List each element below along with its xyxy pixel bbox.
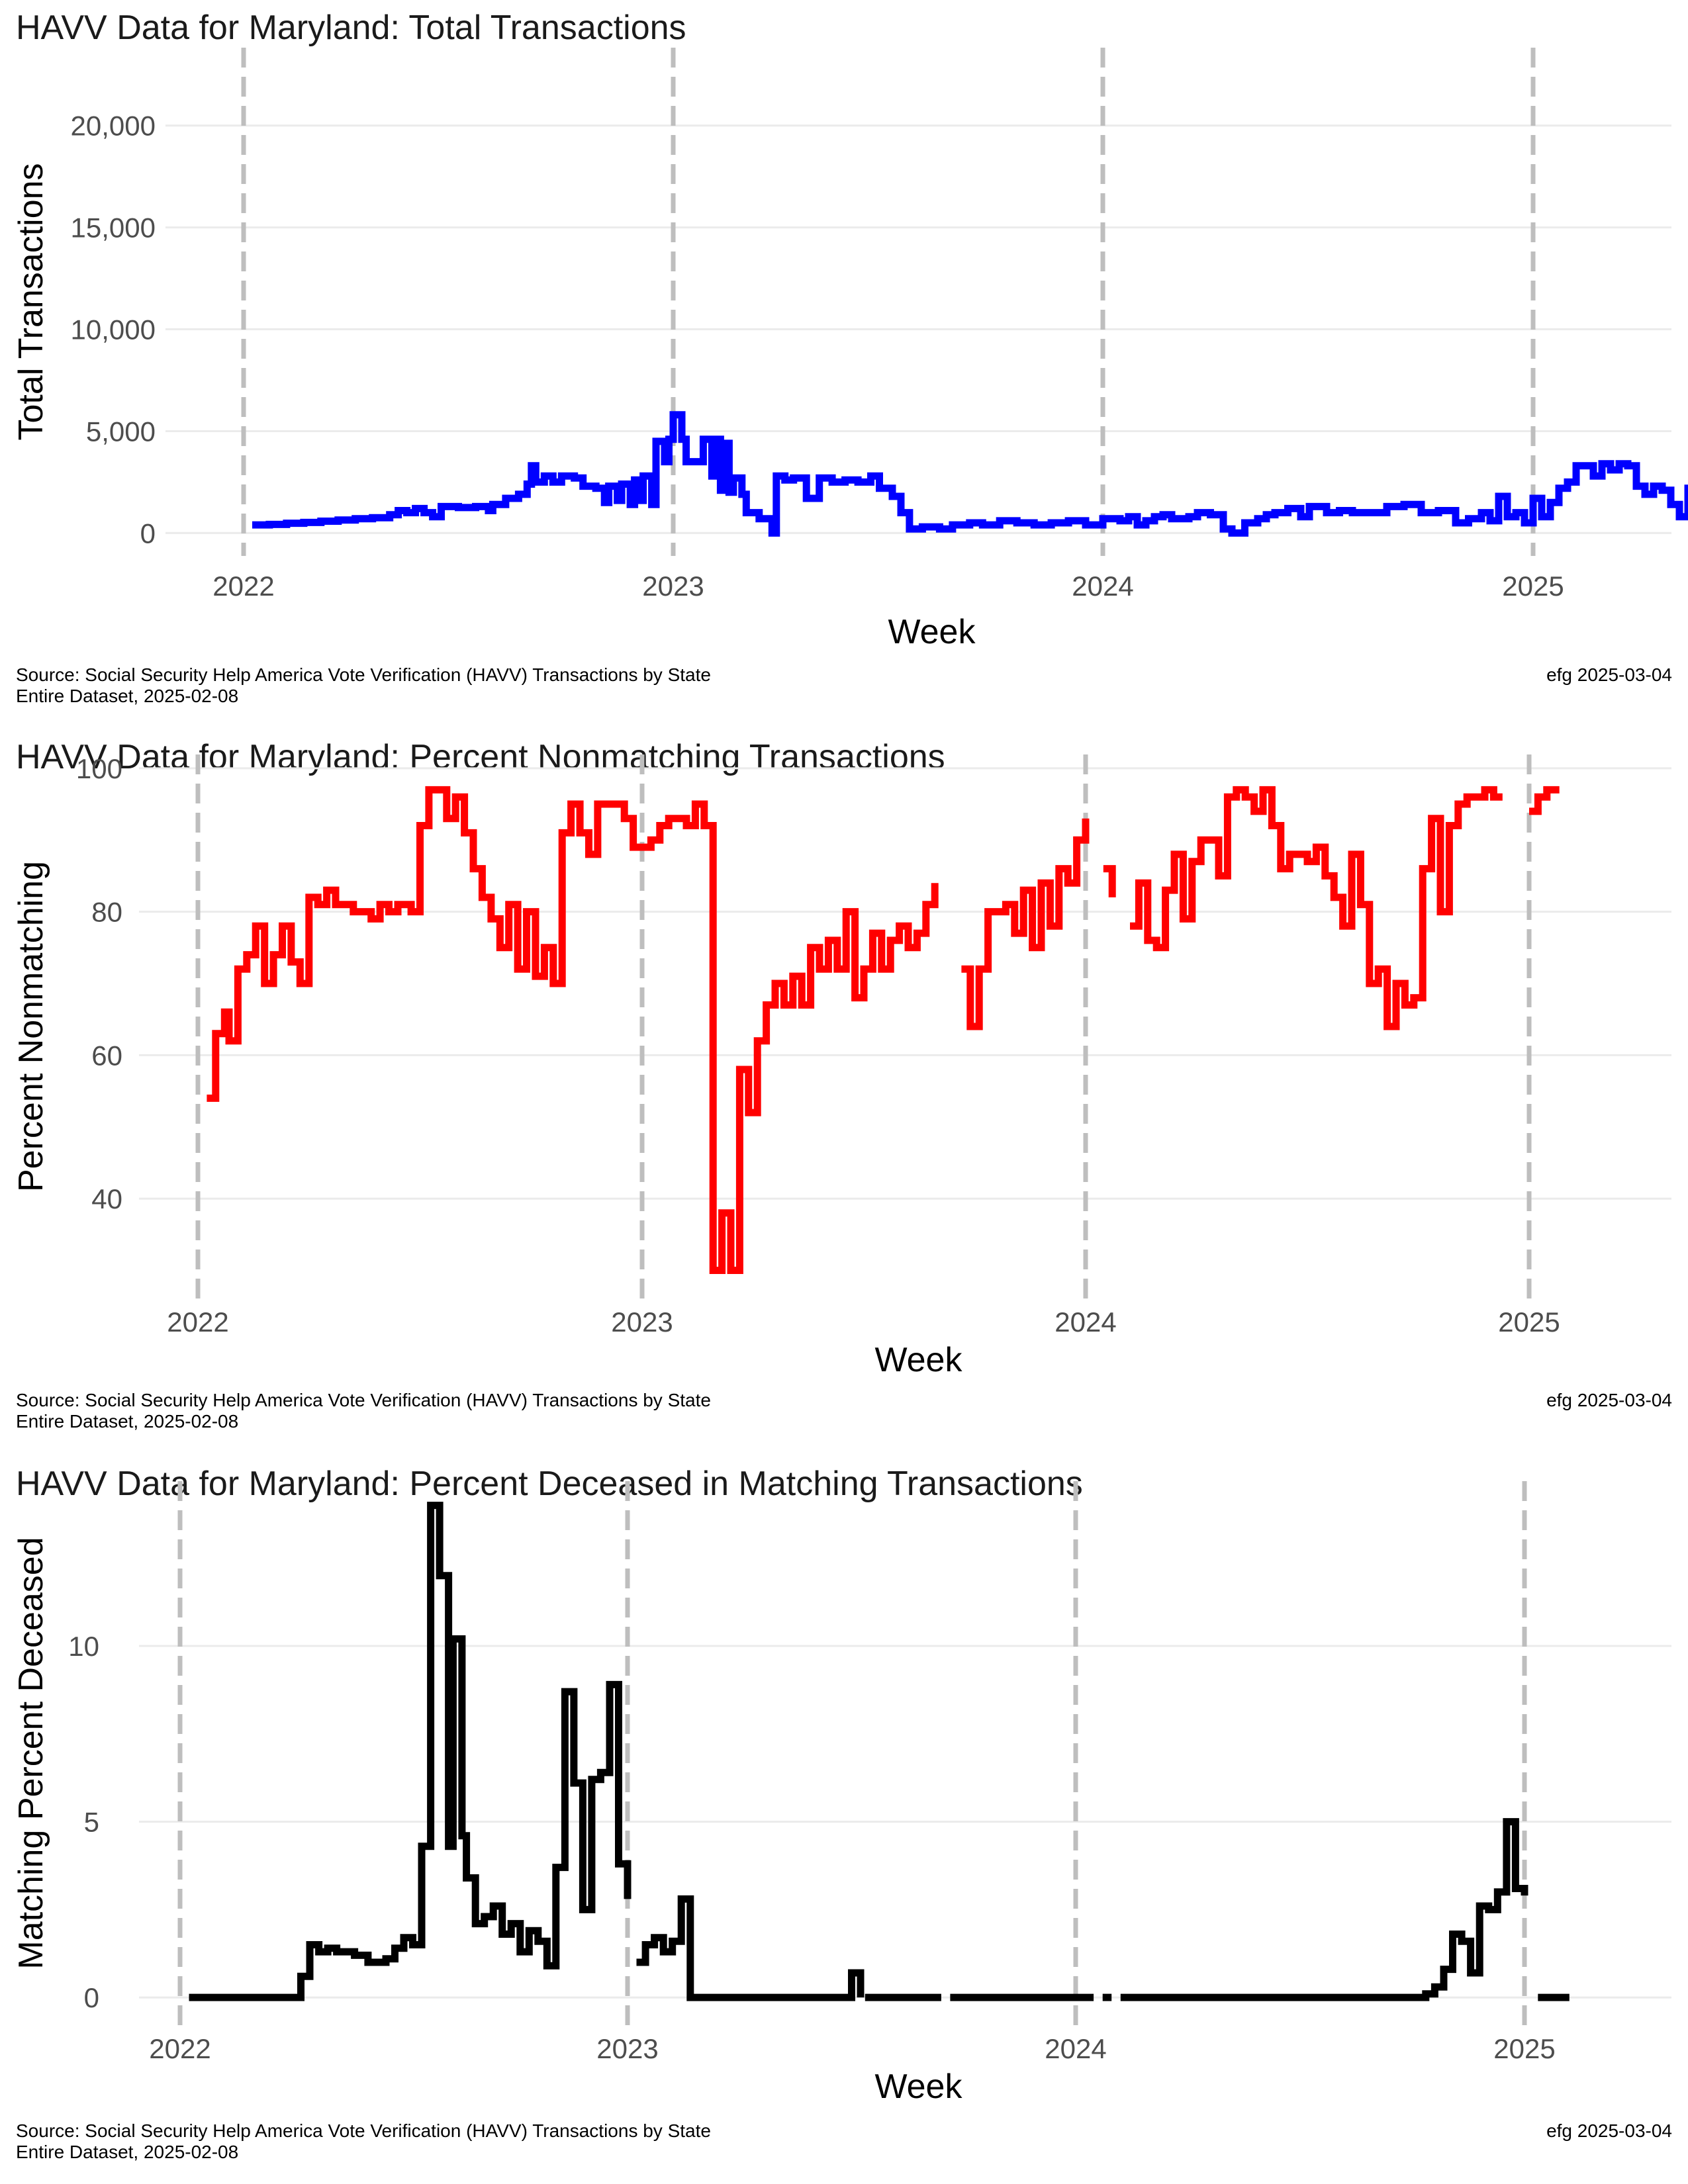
source-note: Source: Social Security Help America Vot… [16,664,711,707]
series-line [252,411,1688,537]
y-tick-label: 100 [76,753,122,784]
chart-panel-percent-nonmatching: HAVV Data for Maryland: Percent Nonmatch… [0,728,1688,1449]
x-tick-label: 2023 [596,2033,658,2064]
x-tick-label: 2024 [1072,570,1133,602]
series-segment [1103,865,1116,897]
series-segment [636,1895,865,2001]
gridlines [165,124,1671,534]
source-line-1: Source: Social Security Help America Vot… [16,1390,711,1410]
x-tick-label: 2024 [1055,1306,1116,1338]
y-tick-label: 0 [140,518,156,549]
y-tick-label: 15,000 [71,212,156,244]
y-axis-title: Matching Percent Deceased [12,1537,50,1969]
y-tick-label: 10,000 [71,314,156,345]
source-note: Source: Social Security Help America Vot… [16,2120,711,2163]
y-axis-title: Percent Nonmatching [12,861,50,1192]
x-axis-title: Week [875,1341,963,1379]
series-segment [1130,786,1503,1030]
x-tick-label: 2025 [1498,1306,1560,1338]
y-tick-label: 20,000 [71,111,156,142]
y-tick-label: 80 [91,897,122,928]
y-tick-label: 60 [91,1040,122,1071]
gridlines [139,1645,1671,1999]
year-marker-lines [241,48,1536,556]
x-axis-title: Week [888,613,976,651]
x-tick-label: 2023 [611,1306,673,1338]
series-segment [1120,1818,1528,2001]
series-segment [252,411,1688,537]
chart-panel-percent-deceased: HAVV Data for Maryland: Percent Deceased… [0,1455,1688,2183]
credit-note: efg 2025-03-04 [1546,1390,1672,1410]
y-axis-title: Total Transactions [12,163,50,440]
credit-note: efg 2025-03-04 [1546,664,1672,685]
series-line [189,1502,1570,2001]
x-axis-title: Week [875,2068,963,2106]
source-line-1: Source: Social Security Help America Vot… [16,2120,711,2141]
y-tick-label: 5 [84,1807,99,1838]
credit-note: efg 2025-03-04 [1546,2120,1672,2141]
x-tick-label: 2022 [212,570,274,602]
series-segment [189,1502,632,2001]
x-tick-label: 2025 [1493,2033,1555,2064]
chart-title: HAVV Data for Maryland: Percent Deceased… [16,1465,1083,1503]
source-line-1: Source: Social Security Help America Vot… [16,664,711,685]
percent-nonmatching-chart: 40 60 80 100 2022 2023 2024 2025 Week Percent Non… [12,753,1671,1379]
x-tick-label: 2022 [149,2033,211,2064]
year-marker-lines [195,754,1532,1298]
source-line-2: Entire Dataset, 2025-02-08 [16,686,239,706]
chart-title: HAVV Data for Maryland: Percent Nonmatch… [16,738,945,776]
y-tick-label: 0 [84,1982,99,2013]
total-transactions-chart: 0 5,000 10,000 15,000 20,000 2022 2023 2024 2025… [12,48,1688,651]
x-tick-label: 2022 [167,1306,228,1338]
percent-deceased-chart: 0 5 10 2022 2023 2024 2025 Week Matching Percent… [12,1481,1671,2106]
source-line-2: Entire Dataset, 2025-02-08 [16,1411,239,1432]
y-tick-label: 5,000 [86,416,156,447]
series-line [207,786,1560,1274]
y-tick-label: 10 [68,1631,99,1662]
series-segment [961,818,1090,1030]
year-marker-lines [177,1481,1527,2025]
x-tick-label: 2023 [642,570,704,602]
y-tick-label: 40 [91,1183,122,1214]
x-tick-label: 2025 [1502,570,1564,602]
series-segment [1529,786,1560,815]
source-note: Source: Social Security Help America Vot… [16,1390,711,1432]
chart-panel-total-transactions: HAVV Data for Maryland: Total Transactio… [0,0,1688,721]
series-segment [207,786,939,1274]
chart-title: HAVV Data for Maryland: Total Transactio… [16,9,686,47]
source-line-2: Entire Dataset, 2025-02-08 [16,2142,239,2162]
x-tick-label: 2024 [1045,2033,1106,2064]
